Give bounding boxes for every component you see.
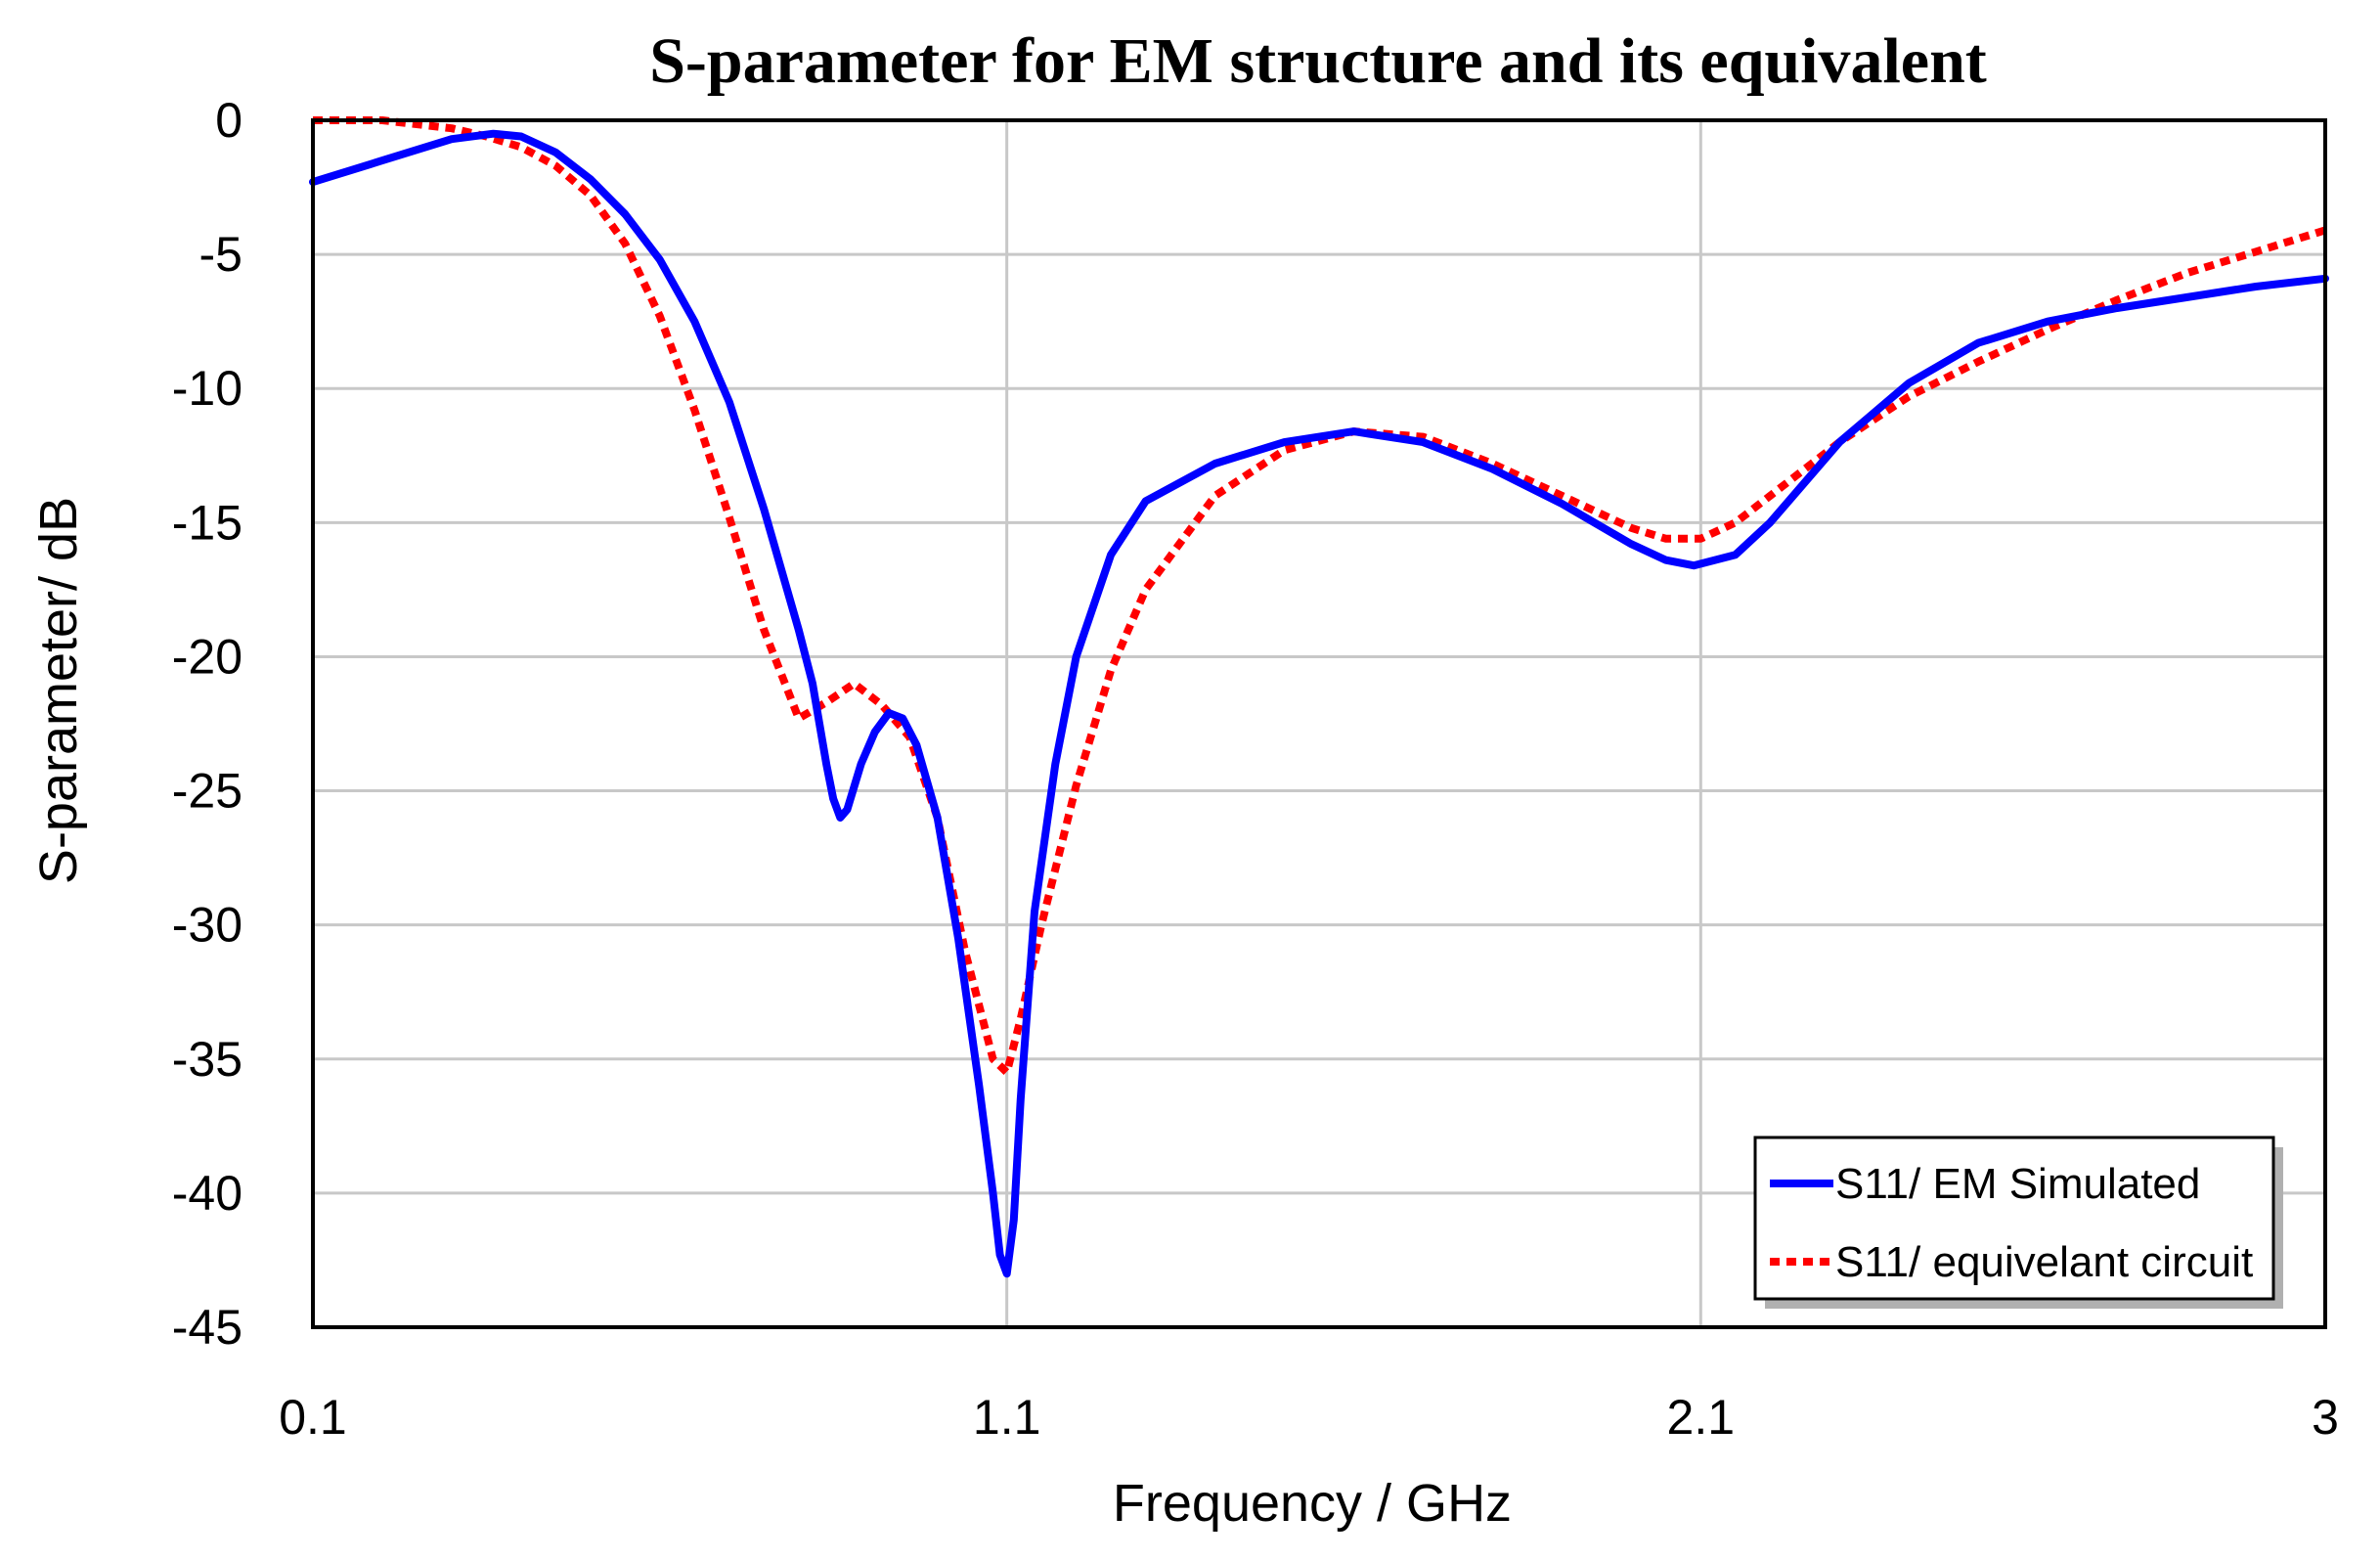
y-tick-label: -40 bbox=[172, 1166, 242, 1221]
y-tick-label: -5 bbox=[199, 227, 242, 282]
plot-frame bbox=[311, 118, 2327, 1329]
legend: S11/ EM Simulated S11/ equivelant circuit bbox=[1753, 1136, 2283, 1309]
series-line-0 bbox=[309, 129, 2329, 1278]
chart-title: S-parameter for EM structure and its equ… bbox=[649, 25, 1987, 97]
y-tick-label: -30 bbox=[172, 898, 242, 953]
x-tick-labels: 0.1 1.1 2.1 3 bbox=[279, 1390, 2339, 1445]
y-tick-label: -10 bbox=[172, 361, 242, 416]
y-tick-label: -35 bbox=[172, 1032, 242, 1087]
y-tick-labels: 0 -5 -10 -15 -20 -25 -30 -35 -40 -45 bbox=[172, 93, 242, 1355]
y-tick-label: -45 bbox=[172, 1300, 242, 1355]
series-lines bbox=[309, 116, 2329, 1278]
x-tick-label: 0.1 bbox=[279, 1390, 347, 1445]
x-tick-label: 3 bbox=[2312, 1390, 2339, 1445]
x-tick-label: 2.1 bbox=[1667, 1390, 1736, 1445]
y-axis-label: S-parameter/ dB bbox=[29, 497, 88, 884]
y-tick-label: -20 bbox=[172, 629, 242, 684]
y-tick-label: 0 bbox=[215, 93, 242, 148]
legend-label-0: S11/ EM Simulated bbox=[1835, 1160, 2200, 1208]
y-tick-label: -25 bbox=[172, 764, 242, 819]
x-axis-label: Frequency / GHz bbox=[1113, 1474, 1512, 1533]
series-line-1 bbox=[313, 116, 2327, 1077]
x-tick-label: 1.1 bbox=[973, 1390, 1041, 1445]
legend-label-1: S11/ equivelant circuit bbox=[1835, 1238, 2253, 1286]
grid bbox=[313, 120, 2325, 1327]
y-tick-label: -15 bbox=[172, 495, 242, 550]
legend-box bbox=[1753, 1136, 2275, 1301]
